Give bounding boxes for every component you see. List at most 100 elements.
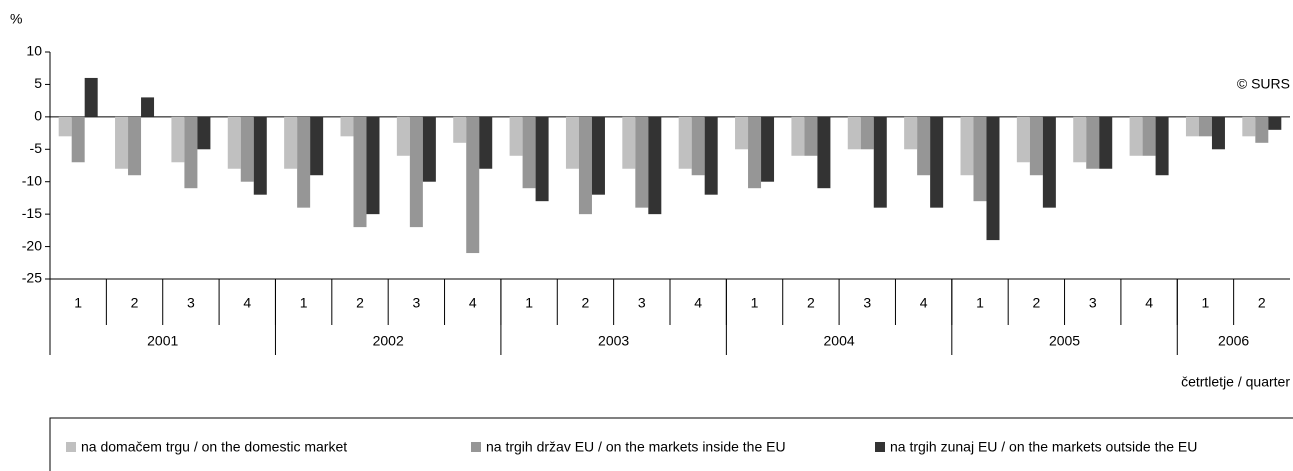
bar: [622, 116, 636, 169]
bar: [535, 116, 549, 202]
bar: [578, 116, 592, 215]
bar: [1029, 116, 1043, 176]
bar: [1211, 116, 1225, 150]
y-tick-label: -15: [22, 205, 42, 221]
bar: [115, 116, 129, 169]
bar: [804, 116, 818, 156]
bar: [635, 116, 649, 208]
bar: [791, 116, 805, 156]
x-tick-label: 3: [187, 295, 195, 311]
bar: [930, 116, 944, 208]
x-tick-label: 4: [920, 295, 928, 311]
x-tick-label: 3: [863, 295, 871, 311]
x-tick-label: 1: [1202, 295, 1210, 311]
year-label: 2002: [373, 333, 404, 349]
bar: [973, 116, 987, 202]
bar: [171, 116, 185, 163]
bar: [58, 116, 72, 137]
bar: [509, 116, 523, 156]
x-tick-label: 1: [976, 295, 984, 311]
x-axis-label: četrtletje / quarter: [1181, 374, 1290, 390]
bar: [761, 116, 775, 182]
bar: [735, 116, 749, 150]
x-tick-label: 3: [412, 295, 420, 311]
bar: [847, 116, 861, 150]
bar: [141, 97, 155, 117]
bar: [466, 116, 480, 254]
bar: [1155, 116, 1169, 176]
bar: [704, 116, 718, 195]
bar: [986, 116, 1000, 241]
legend-label: na domačem trgu / on the domestic market: [81, 439, 347, 455]
bar: [691, 116, 705, 176]
bar: [422, 116, 436, 182]
y-tick-label: 10: [26, 43, 42, 59]
y-tick-label: -5: [30, 140, 43, 156]
bar: [648, 116, 662, 215]
bar: [1073, 116, 1087, 163]
bar: [396, 116, 410, 156]
bar: [1198, 116, 1212, 137]
bar: [960, 116, 974, 176]
x-tick-label: 2: [356, 295, 364, 311]
x-tick-label: 1: [300, 295, 308, 311]
legend-swatch: [875, 442, 885, 452]
x-tick-label: 2: [582, 295, 590, 311]
bar: [197, 116, 211, 150]
bar: [184, 116, 198, 189]
bar: [1129, 116, 1143, 156]
legend-swatch: [66, 442, 76, 452]
bar: [1016, 116, 1030, 163]
bar: [1268, 116, 1282, 130]
year-label: 2001: [147, 333, 178, 349]
bar: [591, 116, 605, 195]
year-label: 2005: [1049, 333, 1080, 349]
bar: [1255, 116, 1269, 143]
bar: [904, 116, 918, 150]
x-tick-label: 1: [74, 295, 82, 311]
legend-label: na trgih držav EU / on the markets insid…: [486, 439, 786, 455]
bar: [1185, 116, 1199, 137]
x-tick-label: 1: [525, 295, 533, 311]
x-tick-label: 4: [243, 295, 251, 311]
y-tick-label: -25: [22, 270, 42, 286]
bar: [366, 116, 380, 215]
bar: [409, 116, 423, 228]
x-tick-label: 2: [1032, 295, 1040, 311]
x-tick-label: 2: [1258, 295, 1266, 311]
bar: [817, 116, 831, 189]
bar: [240, 116, 254, 182]
bar: [297, 116, 311, 208]
bar: [71, 116, 85, 163]
bar: [678, 116, 692, 169]
x-tick-label: 3: [638, 295, 646, 311]
y-tick-label: 0: [34, 108, 42, 124]
bar: [84, 77, 98, 117]
bar: [353, 116, 367, 228]
x-tick-label: 4: [469, 295, 477, 311]
bar: [748, 116, 762, 189]
bar: [522, 116, 536, 189]
bar: [227, 116, 241, 169]
y-tick-label: 5: [34, 75, 42, 91]
y-tick-label: -10: [22, 172, 42, 188]
year-label: 2003: [598, 333, 629, 349]
bar: [310, 116, 324, 176]
year-label: 2004: [824, 333, 855, 349]
bar: [128, 116, 142, 176]
bar: [1242, 116, 1256, 137]
bar: [340, 116, 354, 137]
bar: [1086, 116, 1100, 169]
bar: [873, 116, 887, 208]
x-tick-label: 2: [131, 295, 139, 311]
y-axis-label: %: [10, 11, 22, 27]
annotation: © SURS: [1237, 76, 1290, 92]
y-tick-label: -20: [22, 237, 42, 253]
x-tick-label: 1: [751, 295, 759, 311]
bar: [860, 116, 874, 150]
bar: [917, 116, 931, 176]
x-tick-label: 2: [807, 295, 815, 311]
bar: [479, 116, 493, 169]
bar: [1142, 116, 1156, 156]
